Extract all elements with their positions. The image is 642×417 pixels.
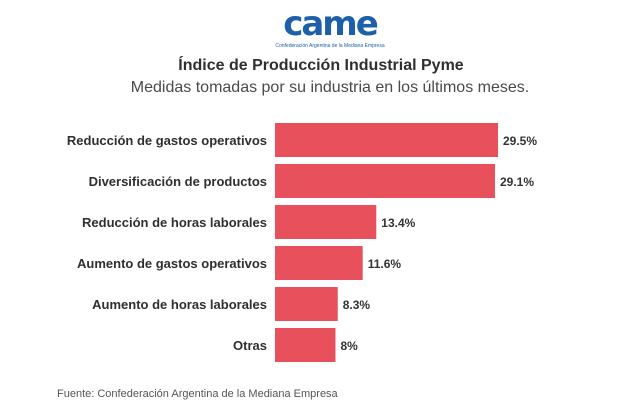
bar: [275, 287, 338, 321]
data-label: 8%: [340, 339, 358, 353]
logo-subtitle: Confederación Argentina de la Mediana Em…: [275, 43, 385, 49]
category-label: Reducción de gastos operativos: [67, 133, 267, 148]
bar: [275, 164, 495, 198]
chart-title: Índice de Producción Industrial Pyme: [178, 57, 464, 74]
data-label: 29.5%: [503, 134, 537, 148]
bar: [275, 246, 363, 280]
chart-subtitle: Medidas tomadas por su industria en los …: [130, 79, 530, 96]
data-label: 29.1%: [500, 175, 534, 189]
bar: [275, 328, 336, 362]
data-label: 11.6%: [368, 257, 402, 271]
category-label: Aumento de gastos operativos: [77, 256, 267, 271]
source-note: Fuente: Confederación Argentina de la Me…: [57, 388, 338, 400]
category-label: Diversificación de productos: [89, 174, 267, 189]
bar: [275, 205, 377, 239]
logo-mark: came: [283, 4, 379, 44]
category-label: Otras: [233, 338, 267, 353]
came-logo: came Confederación Argentina de la Media…: [275, 6, 385, 56]
category-label: Aumento de horas laborales: [92, 297, 267, 312]
category-label: Reducción de horas laborales: [82, 215, 267, 230]
data-label: 8.3%: [343, 298, 371, 312]
data-label: 13.4%: [381, 216, 415, 230]
bar: [275, 123, 498, 157]
